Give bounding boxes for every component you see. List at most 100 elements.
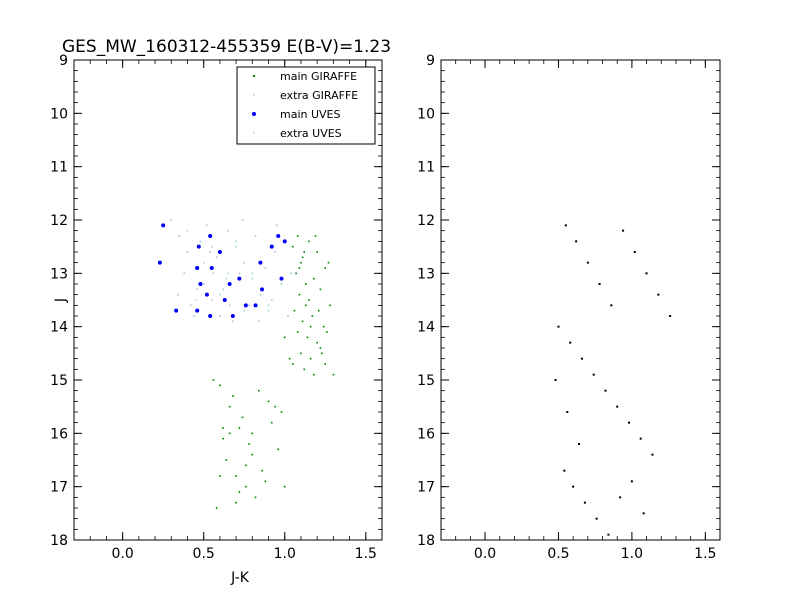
point-main-giraffe — [215, 507, 218, 509]
point-stars — [616, 405, 619, 408]
point-stars — [566, 411, 569, 413]
left-x-axis-label: J-K — [230, 570, 250, 586]
point-main-giraffe — [309, 357, 312, 360]
point-stars — [586, 261, 589, 264]
point-main-giraffe — [274, 405, 276, 408]
point-extra-giraffe — [206, 224, 208, 227]
point-main-giraffe — [292, 245, 294, 248]
point-main-giraffe — [270, 421, 273, 424]
right-y-tick-label: 12 — [417, 213, 435, 229]
point-main-uves — [253, 303, 258, 308]
point-main-uves — [222, 298, 227, 302]
point-main-giraffe — [326, 331, 328, 333]
point-main-giraffe — [222, 427, 224, 429]
point-main-giraffe — [314, 235, 317, 237]
point-extra-giraffe — [251, 277, 254, 280]
point-main-giraffe — [219, 384, 221, 387]
point-main-giraffe — [301, 320, 304, 323]
point-main-giraffe — [212, 379, 215, 381]
point-main-uves — [196, 244, 201, 249]
point-main-giraffe — [316, 251, 318, 253]
point-extra-giraffe — [267, 309, 270, 312]
point-main-uves — [243, 303, 248, 308]
point-main-giraffe — [245, 464, 247, 467]
point-extra-giraffe — [225, 277, 228, 280]
point-stars — [598, 283, 601, 285]
point-main-uves — [237, 276, 242, 281]
point-stars — [564, 224, 567, 227]
right-y-axis: 9 10 11 12 13 14 15 16 17 18 — [417, 53, 720, 549]
point-stars — [622, 229, 625, 232]
point-main-giraffe — [248, 443, 250, 445]
point-extra-giraffe — [287, 315, 289, 317]
point-stars — [619, 496, 622, 499]
point-main-giraffe — [277, 448, 280, 451]
point-main-giraffe — [245, 485, 247, 488]
left-y-tick-label: 15 — [50, 373, 68, 389]
point-extra-uves — [219, 293, 221, 296]
left-y-tick-label: 14 — [50, 320, 68, 336]
right-y-tick-label: 17 — [417, 480, 435, 496]
right-x-tick-label: 0.5 — [547, 546, 569, 562]
point-main-giraffe — [267, 400, 270, 403]
point-main-uves — [208, 234, 213, 238]
point-extra-giraffe — [270, 299, 273, 301]
point-extra-giraffe — [209, 251, 211, 253]
point-extra-giraffe — [280, 283, 283, 285]
point-stars — [607, 533, 610, 536]
legend-marker-main-uves — [252, 112, 256, 116]
point-extra-uves — [267, 304, 270, 307]
point-main-giraffe — [232, 395, 234, 397]
point-main-giraffe — [329, 304, 331, 307]
point-main-giraffe — [280, 411, 283, 413]
point-stars — [633, 251, 636, 253]
left-y-tick-label: 10 — [50, 106, 68, 122]
legend-item-extra-uves: extra UVES — [253, 127, 342, 140]
left-x-tick-label: 1.0 — [274, 546, 296, 562]
point-main-giraffe — [235, 475, 237, 477]
point-main-giraffe — [301, 256, 304, 259]
left-plot-area — [157, 219, 335, 509]
point-main-giraffe — [305, 304, 307, 307]
point-main-giraffe — [300, 261, 302, 264]
right-y-tick-label: 10 — [417, 106, 435, 122]
legend-marker-main-giraffe — [253, 75, 255, 77]
point-stars — [578, 443, 581, 445]
point-extra-uves — [251, 272, 254, 275]
point-main-giraffe — [324, 363, 327, 365]
point-extra-giraffe — [243, 261, 246, 264]
right-plot-area — [554, 224, 672, 536]
point-main-giraffe — [313, 373, 315, 376]
point-main-uves — [230, 314, 235, 318]
point-stars — [657, 293, 660, 296]
right-y-tick-label: 9 — [426, 53, 435, 69]
point-stars — [554, 379, 557, 381]
point-stars — [604, 389, 607, 392]
point-main-giraffe — [324, 267, 327, 269]
point-extra-giraffe — [238, 272, 241, 275]
point-extra-giraffe — [264, 267, 267, 269]
point-main-giraffe — [308, 299, 310, 301]
point-main-uves — [282, 239, 287, 244]
point-extra-uves — [235, 240, 237, 243]
point-extra-giraffe — [219, 315, 221, 317]
point-stars — [669, 315, 672, 317]
point-extra-giraffe — [248, 304, 250, 307]
point-extra-giraffe — [199, 240, 202, 243]
legend-item-main-uves: main UVES — [252, 108, 341, 121]
point-main-giraffe — [258, 389, 260, 392]
point-main-giraffe — [311, 315, 314, 317]
point-main-uves — [174, 308, 179, 313]
right-y-tick-label: 18 — [417, 533, 435, 549]
right-x-tick-label: 0.0 — [474, 546, 496, 562]
point-stars — [642, 512, 645, 515]
point-main-giraffe — [322, 325, 325, 328]
legend: main GIRAFFE extra GIRAFFE main UVES ext… — [236, 66, 376, 145]
point-extra-giraffe — [275, 224, 278, 227]
right-y-tick-label: 14 — [417, 320, 435, 336]
point-stars — [557, 325, 560, 328]
legend-marker-extra-giraffe — [253, 94, 255, 96]
point-stars — [569, 341, 572, 344]
point-main-giraffe — [296, 331, 299, 333]
